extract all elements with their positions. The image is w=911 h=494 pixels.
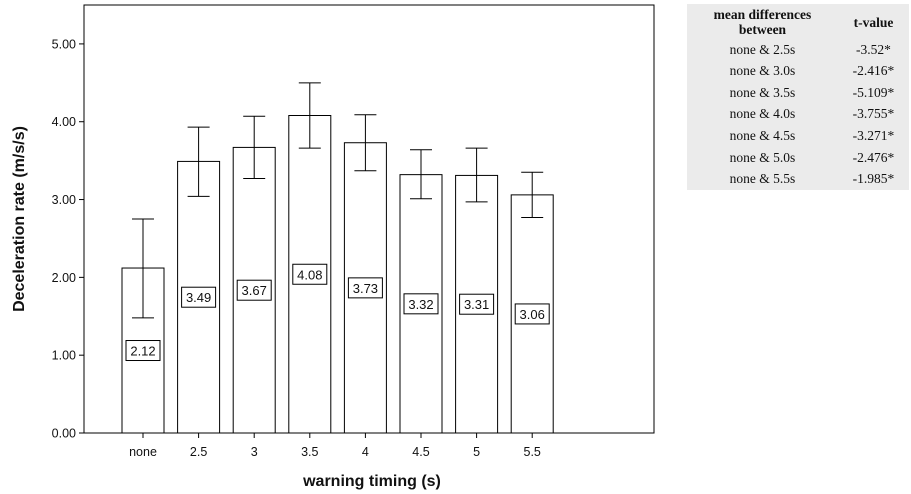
t-value-cell: -5.109* <box>852 84 895 100</box>
x-axis-ticks: none 2.5 3 3.5 4 4.5 5 5.5 <box>129 433 541 459</box>
y-tick-label: 0.00 <box>52 427 76 441</box>
table-row: none & 5.5s -1.985* <box>687 168 909 190</box>
data-label-box <box>347 277 383 299</box>
data-label-box <box>459 293 495 315</box>
data-label: 4.08 <box>297 267 322 282</box>
x-tick-label: 3 <box>251 445 258 459</box>
x-tick-label: 4.5 <box>412 445 429 459</box>
pair-cell: none & 4.5s <box>729 128 796 144</box>
table-row: none & 4.5s -3.271* <box>687 125 909 147</box>
y-axis-ticks: 0.00 1.00 2.00 3.00 4.00 5.00 <box>52 37 84 441</box>
data-label: 3.49 <box>186 290 211 305</box>
data-label: 3.32 <box>408 297 433 312</box>
t-value-cell: -1.985* <box>852 171 895 187</box>
header-mean-differences: mean differences between <box>713 7 812 37</box>
pair-cell: none & 5.5s <box>729 171 796 187</box>
data-label: 3.31 <box>464 297 489 312</box>
pair-cell: none & 4.0s <box>729 106 796 122</box>
t-test-table: mean differences between t-value none & … <box>687 4 909 190</box>
bars-layer: 2.12 3.49 3.67 4.08 3.73 3.32 3.31 3.06 <box>121 82 554 434</box>
data-label: 3.06 <box>520 307 545 322</box>
y-tick-label: 5.00 <box>52 37 76 51</box>
data-label-box <box>514 303 550 325</box>
table-row: none & 5.0s -2.476* <box>687 147 909 169</box>
table-header-row: mean differences between t-value <box>687 4 909 39</box>
data-label: 3.67 <box>242 283 267 298</box>
data-label-box <box>292 263 328 285</box>
y-tick-label: 4.00 <box>52 115 76 129</box>
data-label-box <box>125 340 161 362</box>
x-tick-label: 5 <box>473 445 480 459</box>
bar-chart: 2.12 3.49 3.67 4.08 3.73 3.32 3.31 3.06 0.00 1.0… <box>11 4 655 490</box>
pair-cell: none & 2.5s <box>729 41 796 57</box>
data-label: 2.12 <box>130 344 155 359</box>
t-value-cell: -2.476* <box>852 149 895 165</box>
table-row: none & 2.5s -3.52* <box>687 39 909 61</box>
x-tick-label: none <box>129 445 157 459</box>
t-value-cell: -3.271* <box>852 128 895 144</box>
data-label-box <box>403 293 439 315</box>
x-tick-label: 4 <box>362 445 369 459</box>
data-label-box <box>236 279 272 301</box>
t-value-cell: -3.755* <box>852 106 895 122</box>
t-value-cell: -2.416* <box>852 63 895 79</box>
t-value-cell: -3.52* <box>856 41 891 57</box>
pair-cell: none & 5.0s <box>729 149 796 165</box>
x-tick-label: 3.5 <box>301 445 318 459</box>
y-axis-title: Deceleration rate (m/s/s) <box>11 126 28 312</box>
y-tick-label: 1.00 <box>52 349 76 363</box>
pair-cell: none & 3.5s <box>729 84 796 100</box>
table-row: none & 4.0s -3.755* <box>687 104 909 126</box>
x-tick-label: 2.5 <box>190 445 207 459</box>
header-t-value: t-value <box>853 14 894 30</box>
y-tick-label: 2.00 <box>52 271 76 285</box>
x-axis-title: warning timing (s) <box>302 473 441 490</box>
pair-cell: none & 3.0s <box>729 63 796 79</box>
y-tick-label: 3.00 <box>52 193 76 207</box>
table-row: none & 3.0s -2.416* <box>687 61 909 83</box>
data-label: 3.73 <box>353 281 378 296</box>
x-tick-label: 5.5 <box>524 445 541 459</box>
data-label-box <box>181 286 217 308</box>
table-row: none & 3.5s -5.109* <box>687 82 909 104</box>
